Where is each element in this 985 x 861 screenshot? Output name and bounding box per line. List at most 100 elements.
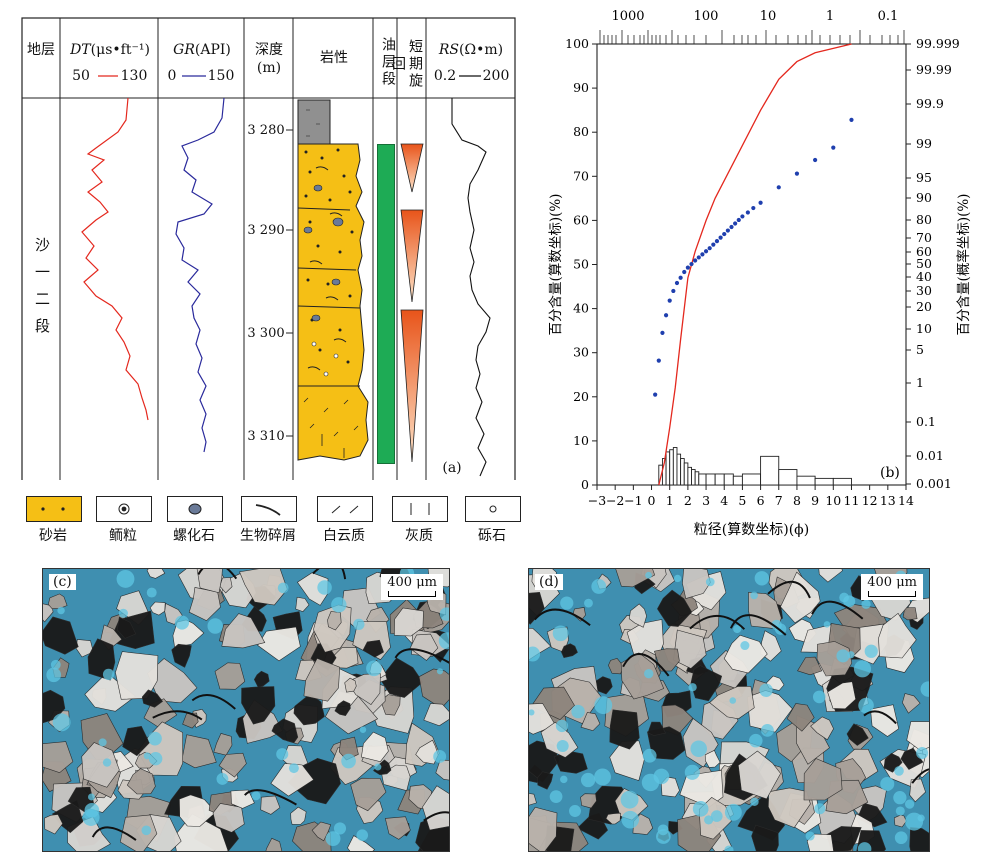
- dt-header: DT(μs•ft⁻¹): [62, 42, 158, 59]
- probability-point: [667, 298, 672, 303]
- probability-point: [707, 246, 712, 251]
- mineral-grain: [529, 806, 558, 851]
- blue-pore: [645, 571, 652, 579]
- blue-pore: [560, 596, 574, 610]
- bioclast-fragment: [767, 580, 811, 599]
- probability-point: [751, 205, 756, 211]
- blue-pore: [857, 842, 872, 851]
- photo-d-texture: [529, 569, 929, 851]
- histogram-bar: [687, 466, 692, 486]
- depth-label: 3 300: [247, 326, 285, 341]
- mineral-grain: [540, 721, 579, 758]
- mineral-grain: [141, 689, 164, 708]
- blue-pore: [814, 803, 826, 815]
- blue-pore: [356, 829, 369, 841]
- blue-pore: [331, 597, 347, 613]
- depth-label: 3 310: [247, 429, 285, 444]
- blue-pore: [556, 739, 569, 752]
- blue-pore: [555, 719, 569, 733]
- oil-zone-bar: [377, 144, 395, 464]
- blue-pore: [847, 651, 855, 659]
- mineral-grain: [361, 731, 389, 763]
- scale-bar-line: [388, 591, 437, 597]
- mineral-grain: [780, 571, 821, 624]
- mineral-grain: [435, 759, 449, 781]
- blue-pore: [692, 801, 709, 817]
- log-frame: [21, 17, 516, 480]
- blue-pore: [620, 790, 639, 809]
- x-tick-label: 3: [702, 493, 710, 508]
- gr-min: 0: [167, 68, 177, 84]
- gr-symbol: GR: [173, 42, 195, 58]
- blue-pore: [552, 625, 569, 642]
- x-tick-label: 11: [844, 493, 860, 508]
- bioclast-fragment: [533, 608, 591, 627]
- blue-pore: [438, 632, 449, 650]
- probability-point: [685, 265, 690, 270]
- blue-pore: [591, 579, 607, 594]
- histogram-bar: [665, 451, 671, 486]
- blue-pore: [46, 667, 62, 683]
- probability-point: [725, 228, 730, 233]
- mineral-grain: [580, 793, 597, 809]
- mineral-grain: [673, 629, 707, 669]
- mineral-grain: [122, 725, 150, 757]
- blue-pore: [894, 766, 904, 776]
- blue-pore: [880, 776, 895, 791]
- probability-point: [656, 358, 661, 363]
- dt-symbol: DT: [70, 42, 91, 58]
- mineral-grain: [196, 569, 223, 594]
- mineral-grain: [146, 569, 166, 579]
- blue-pore: [893, 791, 907, 805]
- mineral-grain: [270, 763, 315, 797]
- mineral-grain: [311, 821, 332, 842]
- blue-pore: [812, 690, 826, 704]
- mineral-grain: [327, 611, 342, 631]
- mineral-grain: [181, 734, 217, 769]
- mineral-grain: [43, 741, 74, 774]
- y-tick-label: 30: [573, 345, 589, 360]
- blue-pore: [688, 683, 697, 692]
- probability-point: [758, 200, 763, 205]
- histogram-bar: [705, 473, 716, 486]
- mineral-grain: [767, 787, 811, 828]
- blue-pore: [569, 805, 581, 817]
- blue-pore: [146, 587, 157, 598]
- mineral-grain: [423, 703, 449, 727]
- mineral-grain: [608, 657, 624, 675]
- legend-label: 砂岩: [39, 528, 67, 544]
- probability-point: [776, 185, 781, 190]
- mineral-grain: [536, 771, 554, 790]
- blue-pore: [118, 608, 128, 618]
- blue-pore: [580, 772, 596, 788]
- legend-label: 生物碎屑: [240, 528, 296, 544]
- blue-pore: [858, 697, 874, 714]
- right-axis-label: 60: [916, 244, 932, 259]
- histogram-bar: [778, 469, 798, 486]
- bioclast-fragment: [811, 600, 864, 620]
- blue-pore: [704, 815, 714, 825]
- top-axis-label: 1: [826, 9, 834, 24]
- blue-pore: [584, 598, 593, 608]
- histogram-bar: [676, 453, 682, 486]
- blue-pore: [594, 768, 611, 786]
- y-tick-label: 70: [573, 168, 589, 183]
- photo-d-label: (d): [535, 574, 563, 590]
- blue-pore: [759, 683, 773, 698]
- mineral-grain: [846, 723, 869, 746]
- blue-pore: [690, 740, 708, 758]
- probability-point: [696, 255, 701, 260]
- oil-zone-header: 油层段: [380, 36, 396, 88]
- right-axis-label: 90: [916, 190, 932, 205]
- probability-point: [653, 392, 658, 397]
- histogram-bar: [694, 471, 700, 486]
- gr-max: 150: [207, 68, 235, 84]
- blue-pore: [684, 764, 700, 780]
- blue-pore: [823, 621, 831, 628]
- rs-symbol: RS: [438, 42, 460, 58]
- right-axis-label: 99.99: [916, 62, 952, 77]
- blue-pore: [621, 810, 640, 829]
- mineral-grain: [241, 686, 276, 725]
- blue-pore: [894, 831, 908, 845]
- mineral-grain: [415, 739, 439, 765]
